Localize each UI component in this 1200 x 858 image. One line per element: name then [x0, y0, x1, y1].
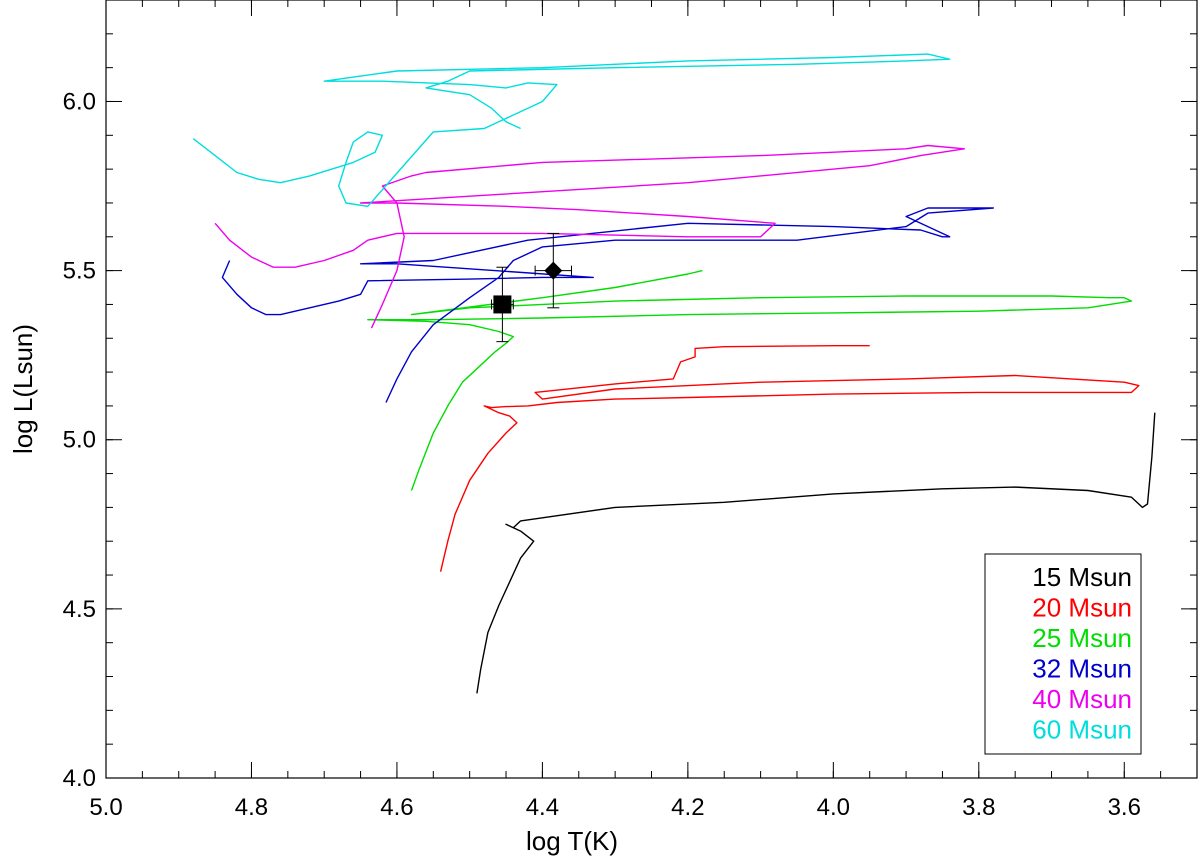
square-marker: [493, 295, 512, 314]
observed-points: [490, 232, 572, 343]
y-tick-labels: 4.0 4.5 5.0 5.5 6.0: [63, 88, 96, 792]
track-60-msun: [192, 53, 951, 208]
track-15-msun: [476, 412, 1156, 694]
x-tick-label: 3.8: [962, 794, 995, 821]
track-20-msun: [439, 345, 1140, 572]
y-tick-label: 5.0: [63, 427, 96, 454]
x-tick-label: 4.6: [380, 794, 413, 821]
y-tick-label: 5.5: [63, 258, 96, 285]
legend-entry: 40 Msun: [1032, 684, 1132, 714]
track-32-msun: [221, 207, 994, 403]
legend-box: [984, 553, 1142, 755]
x-tick-label: 4.2: [671, 794, 704, 821]
x-tick-label: 4.4: [526, 794, 559, 821]
legend-entry: 60 Msun: [1032, 715, 1132, 745]
axis-ticks: [105, 0, 1198, 779]
point-square: [490, 266, 514, 343]
x-tick-label: 3.6: [1108, 794, 1141, 821]
track-40-msun: [214, 144, 965, 329]
y-tick-label: 4.0: [63, 765, 96, 792]
y-tick-label: 6.0: [63, 88, 96, 115]
x-tick-label: 5.0: [89, 794, 122, 821]
y-axis-title: log L(Lsun): [8, 324, 38, 454]
x-axis-title: log T(K): [526, 826, 618, 856]
diamond-marker: [544, 261, 563, 280]
legend-entry: 20 Msun: [1032, 593, 1132, 623]
x-tick-labels: 5.0 4.8 4.6 4.4 4.2 4.0 3.8 3.6: [89, 794, 1141, 821]
x-tick-label: 4.8: [235, 794, 268, 821]
y-tick-label: 4.5: [63, 596, 96, 623]
track-25-msun: [367, 269, 1133, 491]
legend-entry: 15 Msun: [1032, 562, 1132, 592]
evolutionary-tracks: [192, 53, 1156, 694]
point-diamond: [534, 232, 572, 309]
legend-entry: 32 Msun: [1032, 654, 1132, 684]
legend-entry: 25 Msun: [1032, 623, 1132, 653]
x-tick-label: 4.0: [817, 794, 850, 821]
